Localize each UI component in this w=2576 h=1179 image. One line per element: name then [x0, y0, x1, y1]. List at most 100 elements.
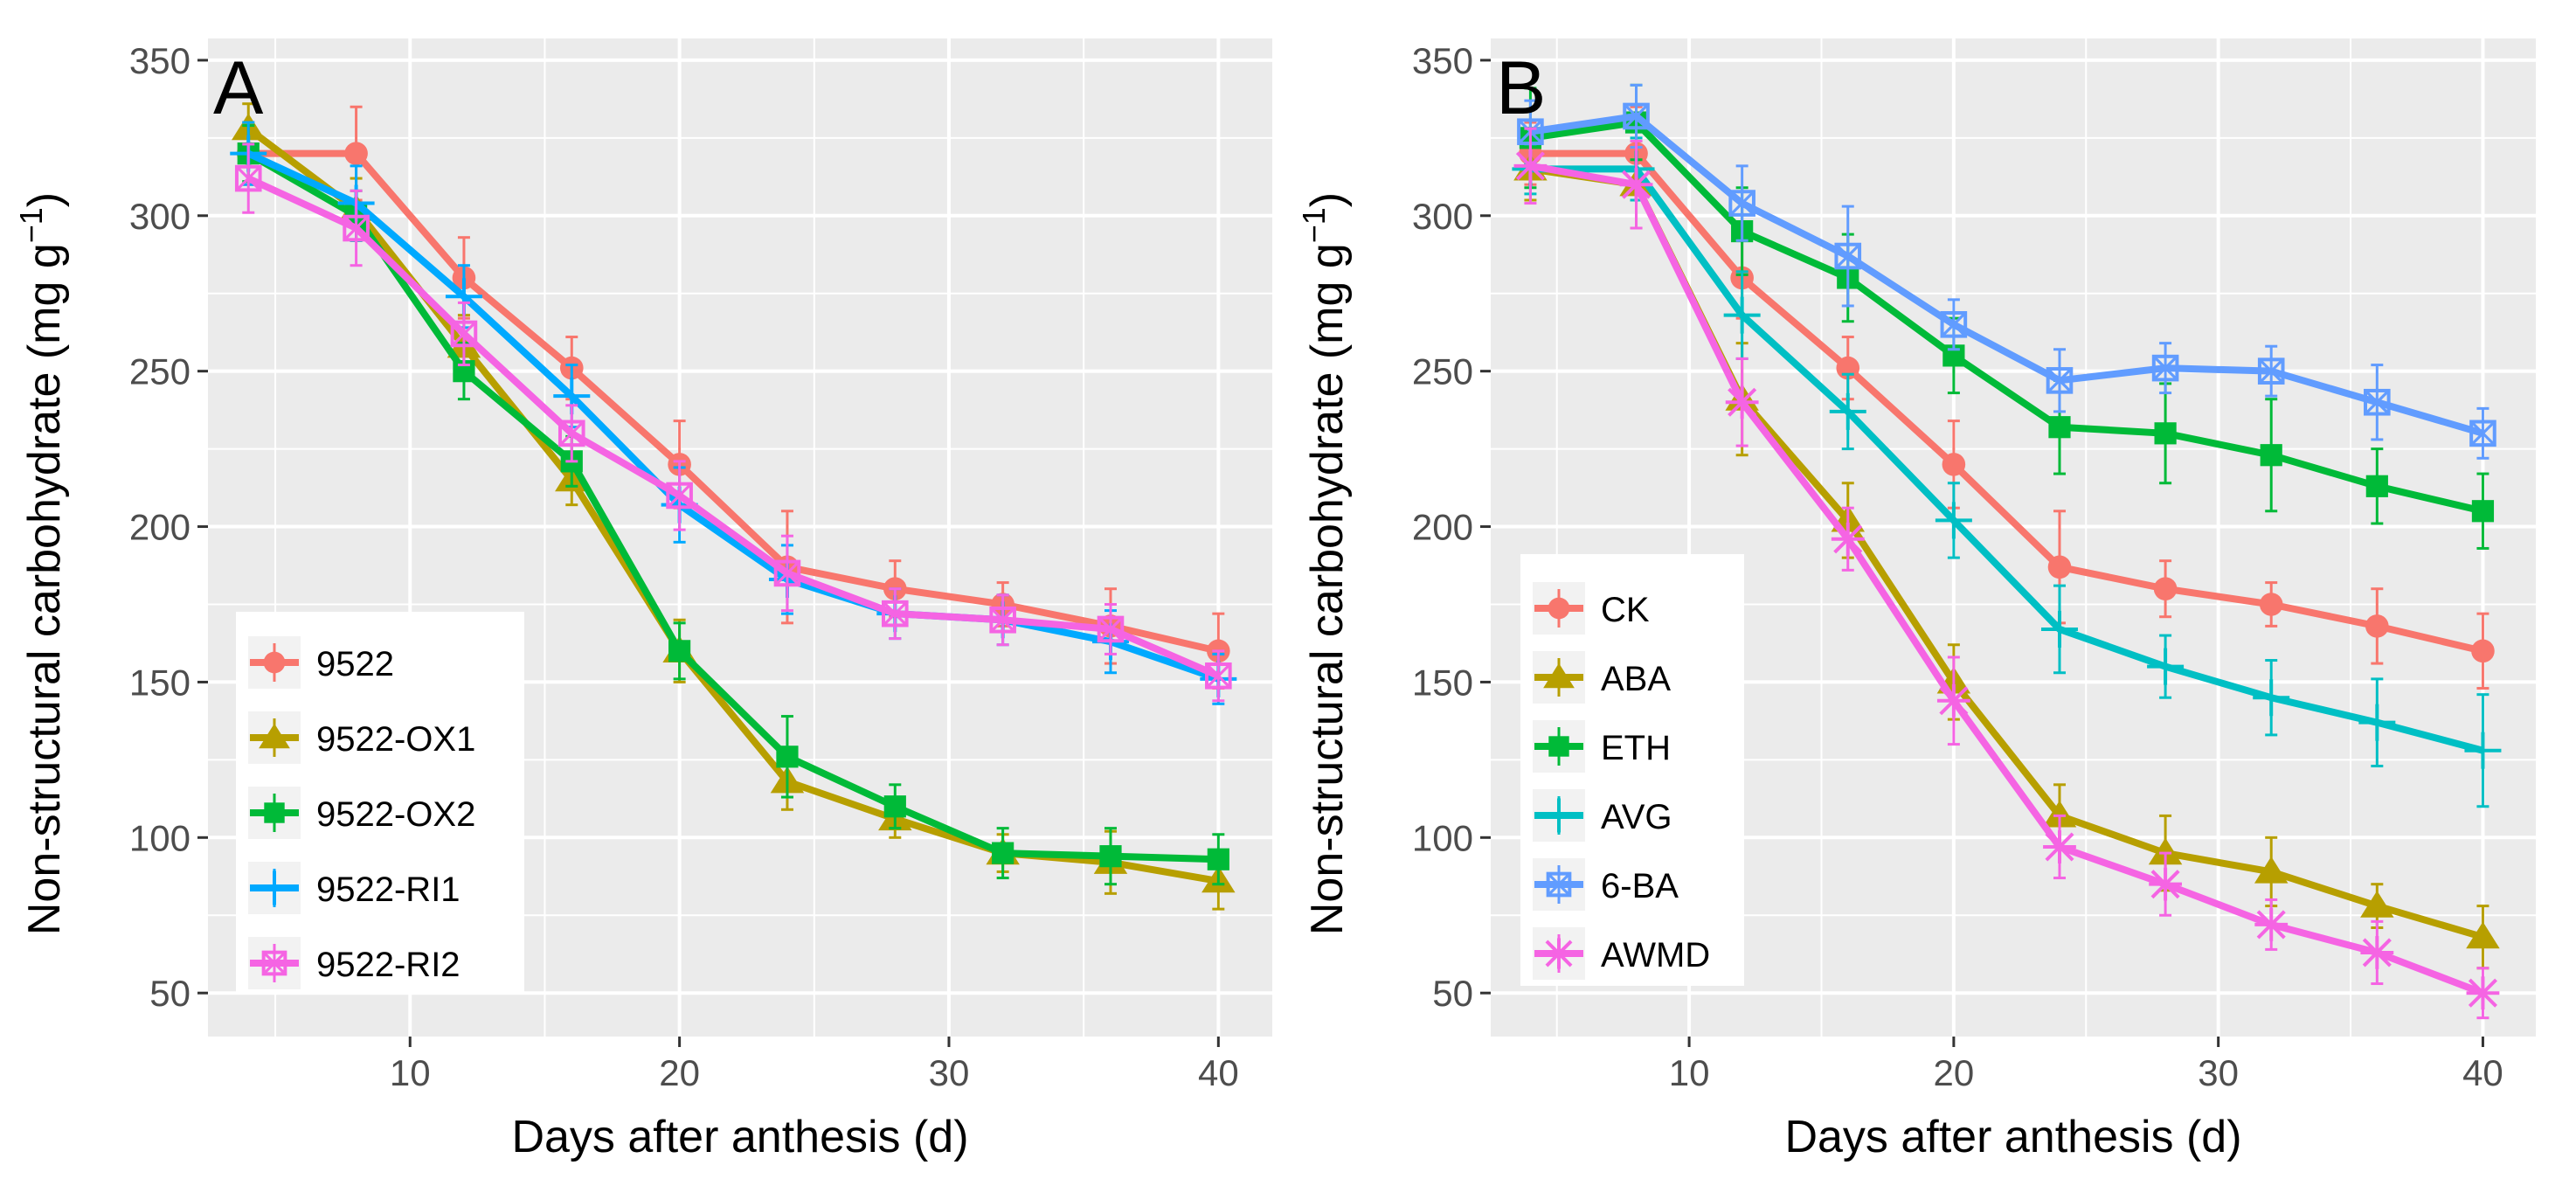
panel-b-legend-label: AWMD	[1601, 936, 1710, 974]
panel-a-y-tick-label: 200	[129, 507, 190, 548]
panel-b-y-axis-title-close: )	[1302, 192, 1353, 207]
panel-a-series-9522-ri2-point	[666, 482, 693, 510]
panel-b-series-6-ba-point	[2257, 357, 2285, 385]
panel-a-series-9522-ri2-point-d2	[774, 560, 800, 586]
panel-b-series-eth-point	[2154, 422, 2177, 445]
panel-b-series-avg-point	[2040, 610, 2078, 648]
panel-a-y-axis-title-main: Non-structural carbohydrate (mg g	[19, 243, 70, 935]
panel-b-legend-key-marker	[1543, 938, 1575, 969]
panel-a-x-axis-title: Days after anthesis (d)	[511, 1112, 968, 1162]
panel-b-series-6-ba-point	[2469, 420, 2496, 447]
chart-panel-b: 50 100 150 200 250 300 350 10 20 30 40 Days after a…	[1296, 38, 2536, 1162]
panel-b-legend-label: ABA	[1601, 660, 1671, 698]
panel-b-legend-label: CK	[1601, 591, 1650, 629]
panel-b-series-ck-point	[1942, 453, 1966, 476]
panel-b-y-axis-title: Non-structural carbohydrate (mg g−1)	[1296, 192, 1353, 935]
panel-b-legend-key-marker	[1541, 798, 1576, 833]
panel-a-y-axis-title: Non-structural carbohydrate (mg g−1)	[13, 192, 70, 935]
panel-b-legend-item-eth: ETH	[1533, 720, 1671, 773]
panel-a-series-9522-ri2-point	[343, 214, 370, 242]
panel-b-series-avg-line	[1530, 165, 2484, 754]
panel-b-series-avg-point	[2253, 679, 2290, 717]
panel-b-legend: CK ABA ETH AVG 6-BA AWMD	[1520, 554, 1744, 986]
panel-a-series-9522-ri2-point	[882, 600, 909, 628]
panel-a-y-tick-label: 100	[129, 817, 190, 858]
panel-b-series-aba-point	[2466, 921, 2500, 949]
panel-b-series-6-ba-point-d2	[2152, 355, 2178, 381]
panel-a-series-9522-ri2-point	[557, 420, 585, 447]
panel-b-legend-label: ETH	[1601, 729, 1671, 767]
panel-b-series-aba-point	[2254, 856, 2289, 884]
panel-a-series-9522-ri2-point-box	[343, 214, 370, 242]
panel-a-series-9522-ri2-point-box	[882, 600, 909, 628]
panel-b-series-6-ba-point	[2151, 354, 2179, 382]
panel-b-series-6-ba-point-d2	[1835, 243, 1861, 269]
panel-a-legend-key-marker-d2	[262, 951, 287, 975]
panel-a-series-9522-ri2-point-d2	[882, 600, 908, 627]
panel-b-series-awmd-point	[1513, 149, 1548, 183]
panel-b-y-tick-label: 200	[1412, 507, 1473, 548]
panel-b-series-awmd-point	[2466, 976, 2500, 1010]
panel-b-x-tick-label: 40	[2462, 1052, 2503, 1093]
panel-a-legend-item-9522-ox2: 9522-OX2	[248, 787, 475, 839]
panel-a-x-tick-label: 30	[929, 1052, 970, 1093]
panel-a-series-9522-ri2-point	[234, 164, 262, 192]
panel-b-series-6-ba-point	[1834, 242, 1862, 270]
panel-b-legend-item-awmd: AWMD	[1533, 927, 1710, 980]
panel-b-y-tick-label: 150	[1412, 662, 1473, 703]
panel-b-series-eth-point	[2471, 500, 2495, 523]
panel-a-series-9522-ri2-point-box	[666, 482, 693, 510]
panel-b-y-tick-label: 350	[1412, 40, 1473, 81]
panel-b-legend-key-marker	[1548, 736, 1569, 757]
panel-b-y-tick-label: 250	[1412, 351, 1473, 392]
panel-b-series-6-ba-point-box	[2046, 367, 2074, 394]
chart-panel-a: 50 100 150 200 250 300 350 10 20 30 40 Days after a…	[13, 38, 1272, 1162]
panel-a-legend-key-marker	[264, 802, 285, 823]
panel-a-series-9522-ri2-point-d2	[1098, 616, 1124, 642]
panel-a-x-tick-label: 40	[1198, 1052, 1239, 1093]
panel-b-series-aba-point	[2360, 891, 2394, 918]
panel-a-series-9522-ox2-point	[992, 842, 1014, 864]
panel-b-series-eth-point	[2365, 475, 2388, 497]
panel-a-y-tick-label: 50	[149, 973, 190, 1014]
panel-b-series-awmd-line	[1529, 162, 2484, 996]
panel-a-letter: A	[213, 46, 264, 130]
panel-a-series-9522-ri1-line	[246, 150, 1220, 683]
panel-b-legend-key-marker-d2	[1547, 872, 1571, 897]
panel-a-series-9522-ri2-point-box	[1205, 662, 1232, 690]
panel-b-x-tick-label: 10	[1669, 1052, 1710, 1093]
panel-a-series-9522-ri2-point-box	[234, 164, 262, 192]
panel-a-legend-label: 9522	[316, 645, 394, 683]
panel-b-series-awmd-point	[2254, 908, 2289, 941]
panel-b-legend-key-marker-box	[1546, 871, 1572, 898]
panel-a-y-tick-label: 150	[129, 662, 190, 703]
panel-a-series-9522-ox2-point	[1099, 845, 1122, 868]
panel-b-series-6-ba-line	[1529, 112, 2484, 437]
panel-a-y-tick-label: 300	[129, 196, 190, 237]
panel-b-series-ck-point	[2259, 593, 2283, 616]
panel-b-legend-item-ck: CK	[1533, 582, 1650, 635]
panel-a-series-9522-ri2-point-d2	[451, 321, 477, 347]
panel-b-series-awmd	[1513, 127, 2500, 1020]
panel-a-series-9522-ri2-point	[989, 606, 1016, 634]
panel-a-series-9522-ox2-point	[1207, 848, 1229, 870]
panel-b-series-avg-point	[1723, 296, 1761, 334]
panel-a-series-9522-ri2-point-d2	[1205, 662, 1231, 689]
panel-b-series-eth-point	[2048, 416, 2071, 439]
panel-a-series-9522-ri2-point-d2	[667, 482, 693, 509]
panel-b-series-6-ba-point-d2	[1729, 191, 1755, 216]
panel-b-series-6-ba-point-d2	[1624, 103, 1649, 129]
panel-a-legend-item-9522-ox1: 9522-OX1	[248, 711, 475, 764]
panel-b-legend-item-6-ba: 6-BA	[1533, 858, 1679, 911]
panel-b-series-ck-point	[2153, 577, 2178, 601]
panel-b-series-6-ba-point	[2364, 388, 2391, 416]
panel-b-series-6-ba-point-box	[2364, 388, 2391, 416]
panel-b-y-axis-title-exponent: −1	[1296, 207, 1332, 243]
panel-b-y-tick-label: 100	[1412, 817, 1473, 858]
panel-b-series-awmd-point	[1936, 683, 1970, 718]
panel-a-series-9522-ri2-point-d2	[235, 165, 261, 191]
panel-a-y-axis-title-exponent: −1	[13, 207, 49, 243]
panel-a-series-9522-ri2-point	[773, 559, 801, 587]
panel-b-series-6-ba-point-box	[1623, 102, 1650, 130]
panel-a-series-9522-ri2-point-box	[1097, 615, 1125, 643]
